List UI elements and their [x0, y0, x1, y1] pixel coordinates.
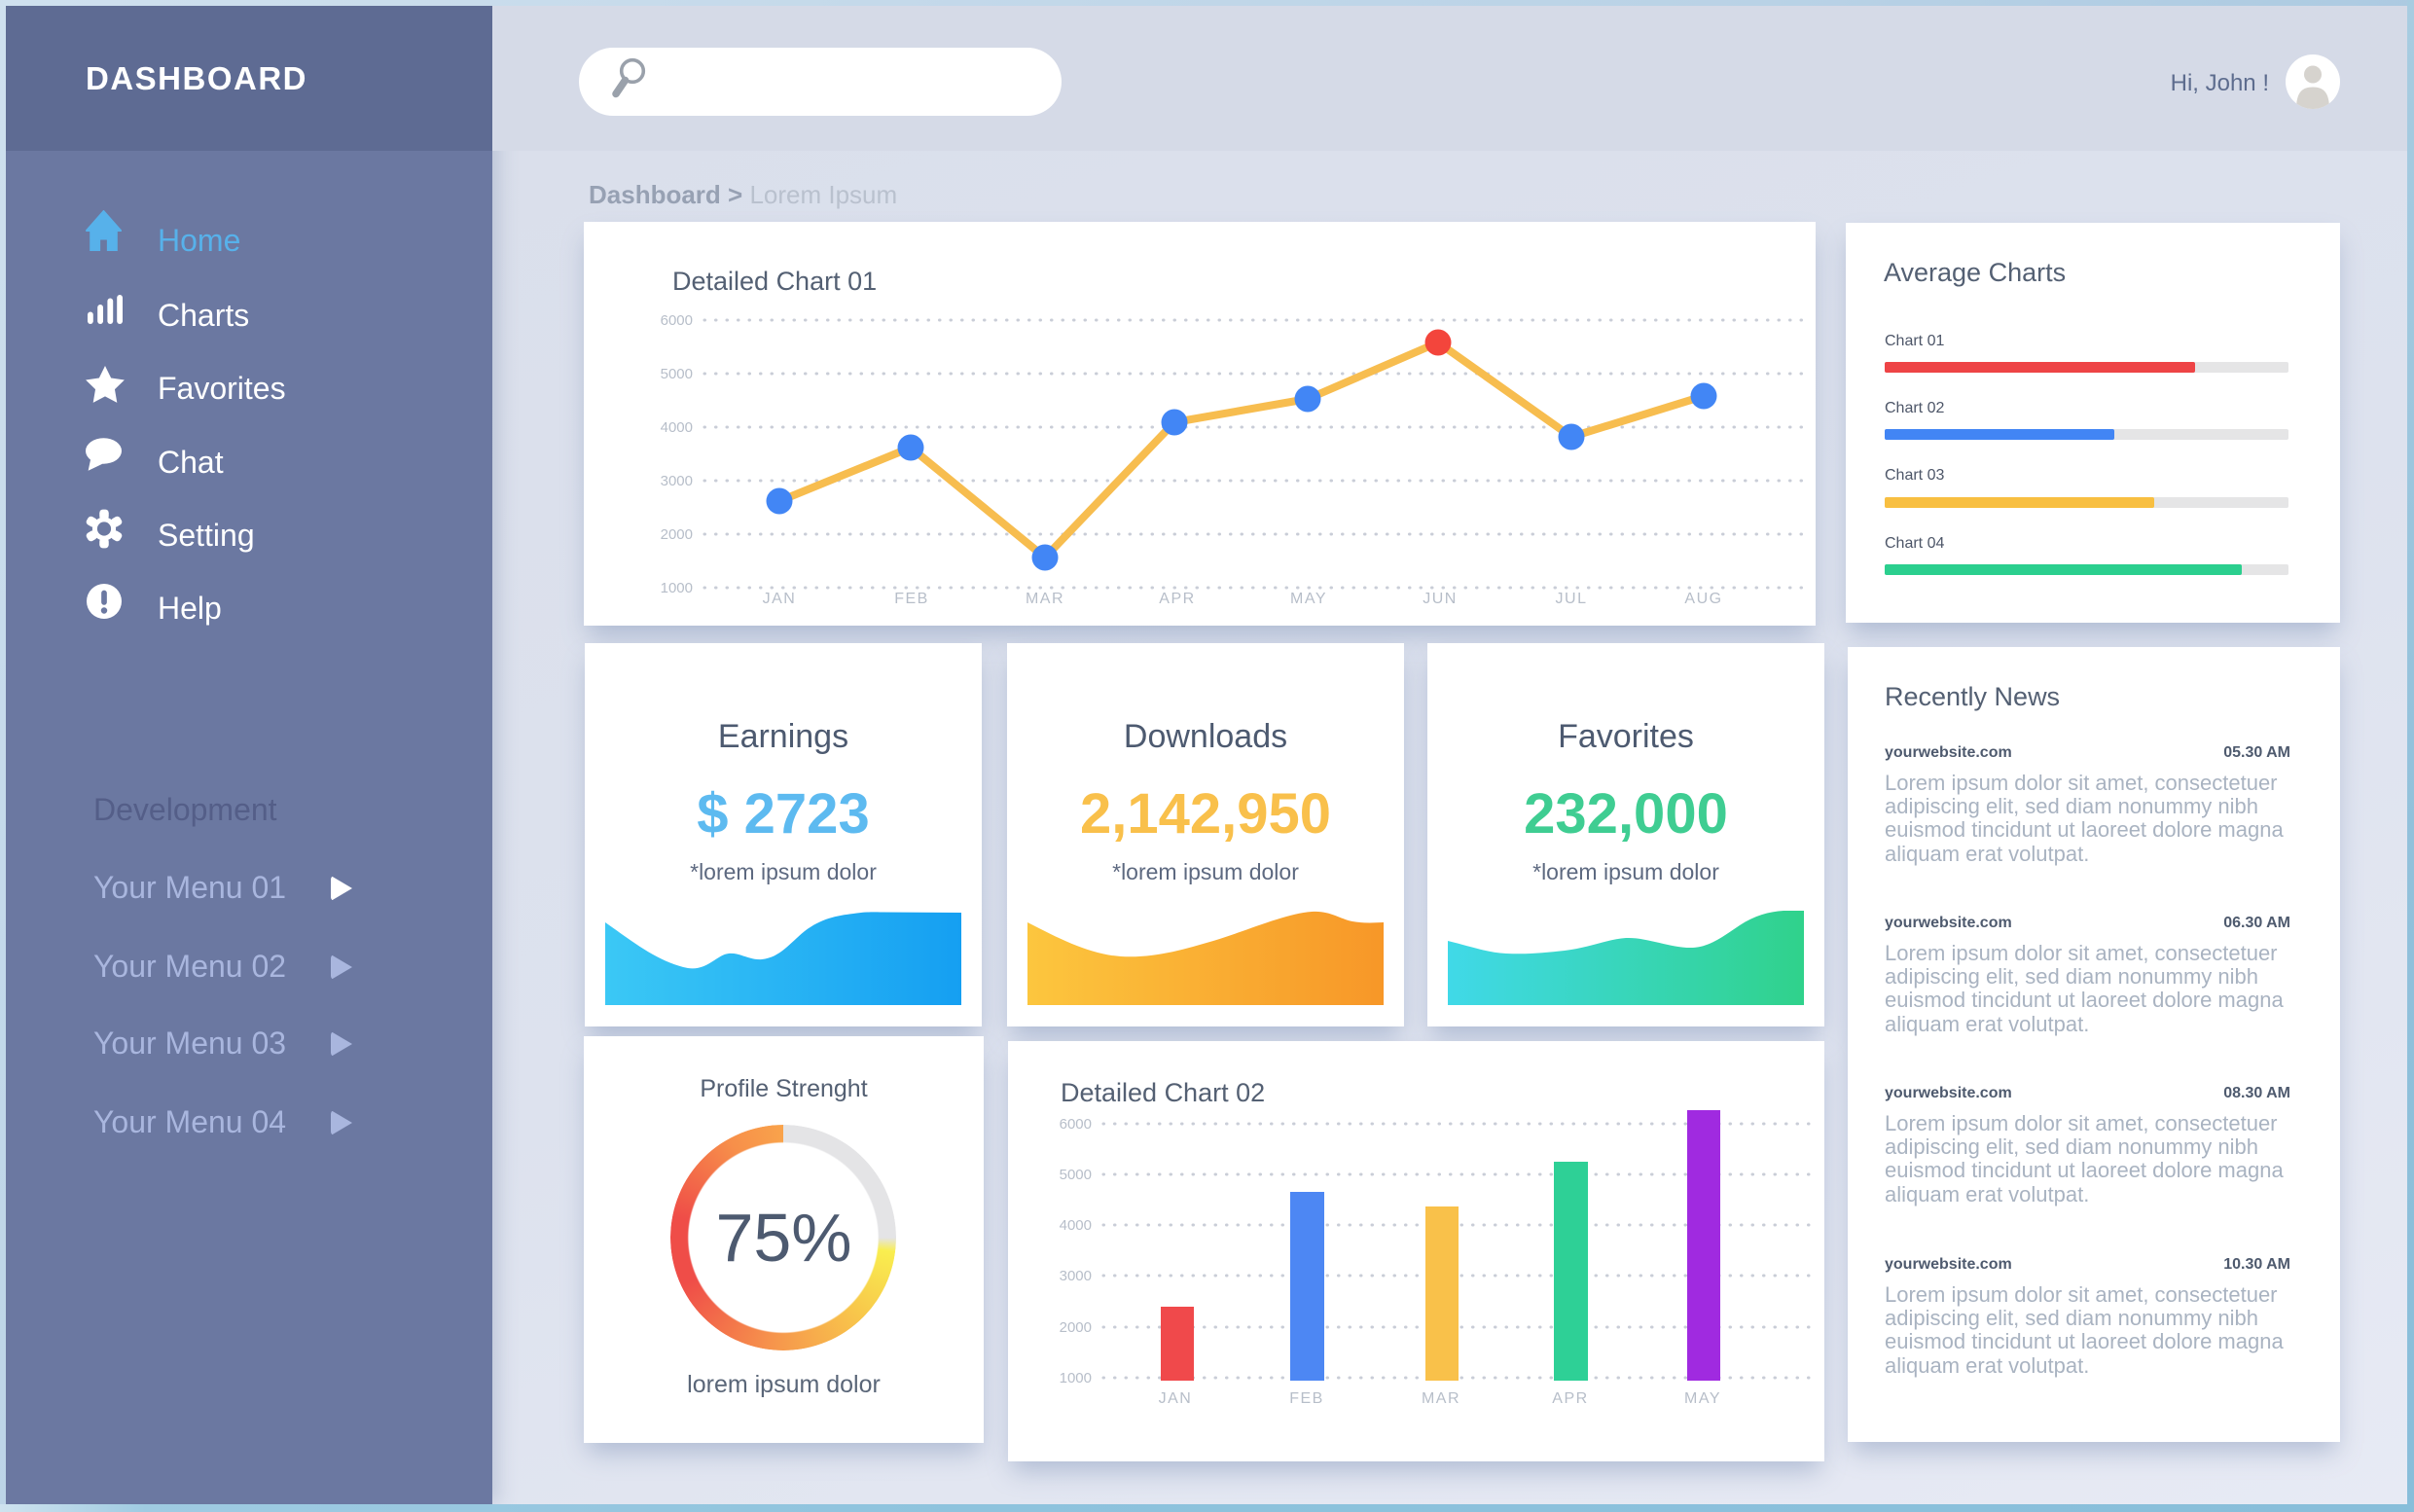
- svg-text:JUL: JUL: [1556, 591, 1588, 607]
- svg-text:MAY: MAY: [1684, 1390, 1721, 1407]
- svg-text:6000: 6000: [1060, 1116, 1092, 1133]
- svg-text:6000: 6000: [661, 312, 693, 329]
- svg-text:MAR: MAR: [1026, 591, 1064, 607]
- svg-text:2000: 2000: [661, 526, 693, 543]
- svg-text:5000: 5000: [661, 366, 693, 382]
- svg-text:JUN: JUN: [1423, 591, 1458, 607]
- svg-text:AUG: AUG: [1684, 591, 1722, 607]
- svg-text:2000: 2000: [1060, 1319, 1092, 1336]
- svg-text:3000: 3000: [661, 473, 693, 489]
- svg-text:MAY: MAY: [1290, 591, 1327, 607]
- svg-text:1000: 1000: [661, 580, 693, 596]
- svg-text:JAN: JAN: [1159, 1390, 1193, 1407]
- svg-text:FEB: FEB: [1289, 1390, 1324, 1407]
- svg-text:FEB: FEB: [894, 591, 929, 607]
- svg-text:5000: 5000: [1060, 1167, 1092, 1183]
- svg-text:JAN: JAN: [763, 591, 797, 607]
- svg-text:APR: APR: [1552, 1390, 1588, 1407]
- svg-text:3000: 3000: [1060, 1268, 1092, 1284]
- svg-text:1000: 1000: [1060, 1370, 1092, 1386]
- svg-text:4000: 4000: [661, 419, 693, 436]
- svg-text:APR: APR: [1159, 591, 1195, 607]
- svg-text:4000: 4000: [1060, 1217, 1092, 1234]
- svg-text:MAR: MAR: [1422, 1390, 1460, 1407]
